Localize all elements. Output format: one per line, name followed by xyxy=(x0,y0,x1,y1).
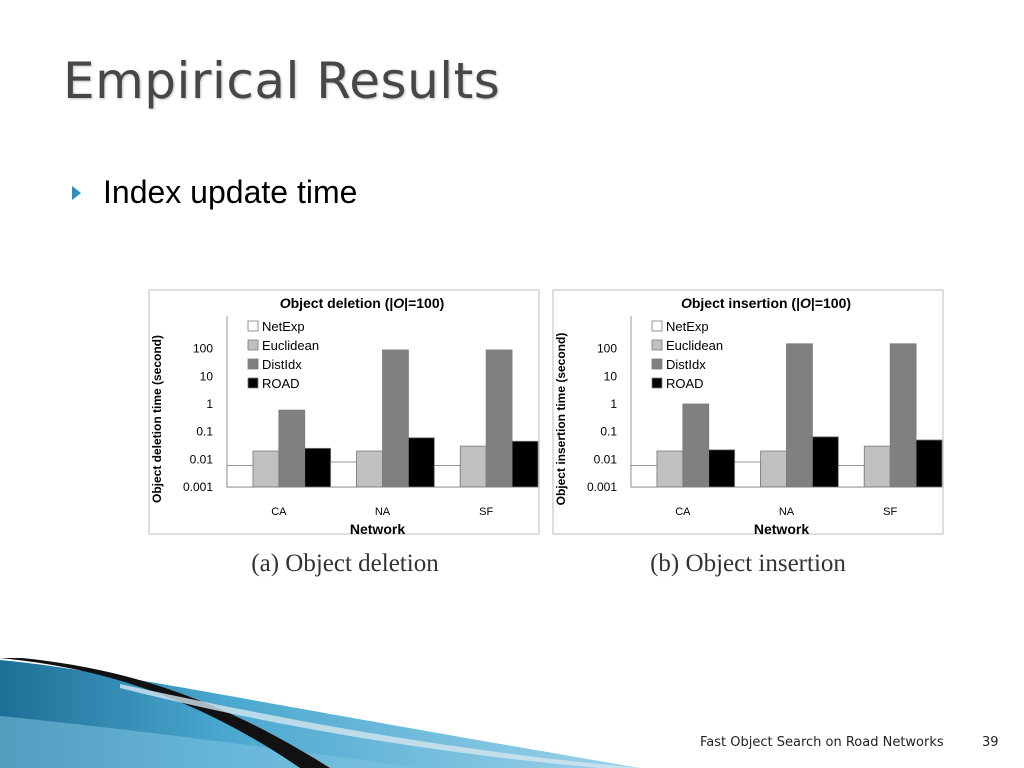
x-tick-label: SF xyxy=(479,506,493,518)
legend-label-road: ROAD xyxy=(666,376,704,391)
bar-netexp-na xyxy=(330,461,357,488)
chart-object-deletion: Object deletion (|O|=100) 0.001 0.01 0.1 1 10… xyxy=(148,289,540,577)
bar-netexp-na xyxy=(734,461,761,488)
legend-swatch-road xyxy=(651,377,663,389)
legend-swatch-netexp xyxy=(651,320,663,332)
footer-text: Fast Object Search on Road Networks xyxy=(700,735,944,750)
y-tick-label: 0.01 xyxy=(190,452,214,466)
legend-swatch-distidx xyxy=(247,358,259,370)
legend-swatch-euclidean xyxy=(247,339,259,351)
y-tick-label: 0.1 xyxy=(196,425,213,439)
bar-euclidean-sf xyxy=(459,445,487,488)
chart-caption: (a) Object deletion xyxy=(251,550,439,577)
bar-road-ca xyxy=(304,447,332,488)
chart-title: Object deletion (|O|=100) xyxy=(280,295,445,311)
y-tick-label: 1 xyxy=(206,397,213,411)
bar-netexp-ca xyxy=(630,465,658,488)
bar-distidx-sf xyxy=(485,349,513,488)
y-tick-label: 1 xyxy=(610,397,617,411)
legend-label-netexp: NetExp xyxy=(262,319,305,334)
bar-distidx-na xyxy=(382,349,409,488)
legend-label-distidx: DistIdx xyxy=(666,357,706,372)
bullet-text: Index update time xyxy=(103,174,358,210)
slide-title: Empirical Results xyxy=(63,52,501,110)
bar-euclidean-ca xyxy=(252,450,280,488)
y-axis-label: Object insertion time (second) xyxy=(554,333,568,506)
x-tick-label: NA xyxy=(375,506,391,518)
y-tick-label: 10 xyxy=(200,369,214,383)
legend-swatch-euclidean xyxy=(651,339,663,351)
bar-euclidean-na xyxy=(356,450,383,488)
chart-frame xyxy=(148,289,540,535)
y-tick-label: 10 xyxy=(604,369,618,383)
bar-distidx-ca xyxy=(278,409,306,488)
chart-title: Object insertion (|O|=100) xyxy=(681,295,851,311)
x-tick-label: CA xyxy=(675,506,691,518)
corner-swoosh-decoration xyxy=(0,658,640,768)
bar-netexp-sf xyxy=(433,465,461,488)
page-number: 39 xyxy=(982,735,999,750)
x-tick-label: NA xyxy=(779,506,795,518)
bar-euclidean-sf xyxy=(863,445,891,488)
bar-euclidean-na xyxy=(760,450,787,488)
bar-netexp-ca xyxy=(226,465,254,488)
legend-label-euclidean: Euclidean xyxy=(666,338,723,353)
y-tick-label: 0.001 xyxy=(183,480,213,494)
legend-label-netexp: NetExp xyxy=(666,319,709,334)
bar-euclidean-ca xyxy=(656,450,684,488)
chart-object-insertion: Object insertion (|O|=100) 0.001 0.01 0.1 1 1… xyxy=(552,289,944,577)
bar-netexp-sf xyxy=(837,465,865,488)
x-axis-label: Network xyxy=(754,521,809,537)
legend-swatch-road xyxy=(247,377,259,389)
x-tick-label: SF xyxy=(883,506,897,518)
bar-distidx-sf xyxy=(889,343,917,488)
chart-caption: (b) Object insertion xyxy=(650,550,846,577)
bullet-item: Index update time xyxy=(72,174,357,211)
y-tick-label: 0.1 xyxy=(600,425,617,439)
chart-frame xyxy=(552,289,944,535)
triangle-bullet-icon xyxy=(72,185,81,200)
legend-label-euclidean: Euclidean xyxy=(262,338,319,353)
bar-road-ca xyxy=(708,449,736,488)
bar-road-sf xyxy=(915,439,943,488)
y-tick-label: 100 xyxy=(597,342,617,356)
y-tick-label: 100 xyxy=(193,342,213,356)
bar-distidx-ca xyxy=(682,403,710,488)
bar-road-na xyxy=(408,437,435,488)
x-axis-label: Network xyxy=(350,521,405,537)
legend-label-distidx: DistIdx xyxy=(262,357,302,372)
legend-swatch-distidx xyxy=(651,358,663,370)
bar-road-na xyxy=(812,436,839,488)
legend-label-road: ROAD xyxy=(262,376,300,391)
legend-swatch-netexp xyxy=(247,320,259,332)
y-tick-label: 0.01 xyxy=(594,452,618,466)
y-tick-label: 0.001 xyxy=(587,480,617,494)
y-axis-label: Object deletion time (second) xyxy=(150,335,164,503)
bar-road-sf xyxy=(511,440,539,488)
bar-distidx-na xyxy=(786,343,813,488)
x-tick-label: CA xyxy=(271,506,287,518)
